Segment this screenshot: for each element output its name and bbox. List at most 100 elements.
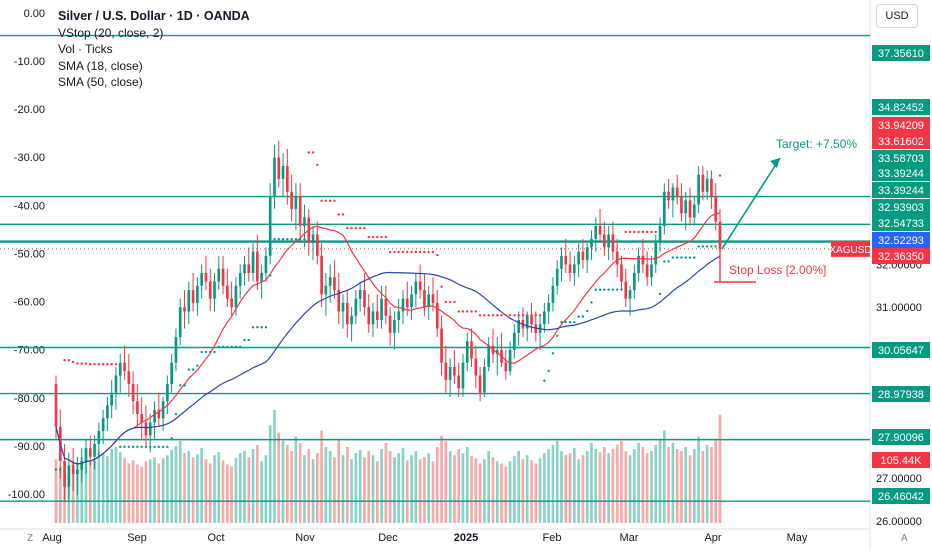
candle-body <box>196 285 199 303</box>
vstop-dot <box>577 315 580 318</box>
volume-bar <box>161 458 165 523</box>
candle-body <box>560 255 563 269</box>
vstop-dot <box>256 326 259 329</box>
candle-body <box>256 251 259 282</box>
volume-bar <box>418 459 422 523</box>
chart-title: Silver / U.S. Dollar · 1D · OANDA <box>58 9 250 23</box>
vstop-dot <box>350 226 353 230</box>
volume-bar <box>320 430 323 523</box>
legend-sma-50[interactable]: SMA (50, close) <box>58 75 143 89</box>
volume-bar <box>637 442 640 523</box>
candle-body <box>581 251 585 261</box>
vstop-dot <box>671 256 675 259</box>
volume-bar <box>525 455 529 523</box>
vstop-dot <box>243 338 246 342</box>
candle-body <box>410 294 413 308</box>
volume-bar <box>243 451 246 523</box>
volume-bar <box>101 453 105 523</box>
volume-bar <box>256 444 259 523</box>
sma-50-line <box>55 255 721 465</box>
price-label-bg <box>872 165 930 181</box>
candle-body <box>140 414 144 423</box>
time-axis-tick: Feb <box>543 532 562 544</box>
vstop-dot <box>140 445 143 449</box>
currency-button[interactable]: USD <box>876 4 918 28</box>
volume-bar <box>380 449 383 523</box>
vstop-dot <box>71 360 75 364</box>
vstop-dot <box>84 362 88 365</box>
vstop-dot <box>701 245 705 248</box>
vstop-dot <box>363 226 366 230</box>
vstop-dot <box>521 314 525 317</box>
volume-bar <box>260 461 263 523</box>
volume-bar <box>645 453 649 523</box>
vstop-dot <box>76 362 79 365</box>
volume-bar <box>333 457 336 523</box>
price-label-bg <box>872 99 930 115</box>
price-label: 37.35610 <box>878 48 924 60</box>
candle-body <box>358 290 362 299</box>
candle-body <box>273 157 276 197</box>
price-label-bg <box>872 248 930 264</box>
candle-body <box>243 264 246 273</box>
volume-bar <box>127 463 131 523</box>
legend-sma-18[interactable]: SMA (18, close) <box>58 58 143 73</box>
vstop-dot <box>191 368 195 371</box>
vstop-dot <box>607 288 610 291</box>
candle-body <box>431 294 435 303</box>
candle-body <box>427 294 431 308</box>
vstop-dot <box>478 314 482 317</box>
target-arrowhead <box>770 158 780 168</box>
candle-body <box>93 443 96 457</box>
candle-body <box>238 272 242 286</box>
candle-body <box>260 272 263 282</box>
price-label-bg <box>872 182 930 198</box>
vstop-dot <box>230 345 233 349</box>
vstop-dot <box>633 230 636 234</box>
vstop-dot <box>581 315 585 318</box>
candle-body <box>324 285 328 295</box>
left-axis-tick: -30.00 <box>14 152 45 164</box>
vstop-dot <box>688 256 692 259</box>
volume-bar <box>555 440 559 523</box>
candle-body <box>718 221 722 250</box>
candle-body <box>80 461 84 470</box>
vstop-dot <box>551 352 555 355</box>
candle-body <box>337 290 341 312</box>
candle-body <box>650 264 653 278</box>
vstop-dot <box>59 468 62 471</box>
candle-body <box>684 200 688 214</box>
candle-body <box>620 264 623 282</box>
vstop-dot <box>401 250 405 254</box>
candle-body <box>555 268 559 286</box>
volume-bar <box>495 461 499 523</box>
legend-volume[interactable]: Vol · Ticks <box>58 42 113 56</box>
candle-body <box>148 422 152 436</box>
candle-body <box>508 349 512 372</box>
target-arrow-line <box>721 157 781 250</box>
auto-scale-label: A <box>901 533 908 544</box>
price-label: 105.44K <box>881 455 923 467</box>
candle-body <box>166 384 169 402</box>
volume-bar <box>405 460 409 523</box>
vstop-dot <box>358 226 362 230</box>
candle-body <box>637 255 640 273</box>
candle-body <box>598 225 602 235</box>
vstop-dot <box>658 292 662 296</box>
vstop-dot <box>474 310 478 313</box>
vstop-dot <box>470 310 473 313</box>
candle-body <box>234 285 238 308</box>
price-label-bg <box>872 199 930 215</box>
volume-bar <box>628 455 632 523</box>
volume-bar <box>303 455 306 523</box>
vstop-dot <box>586 309 589 313</box>
volume-bar <box>714 438 718 523</box>
vstop-dot <box>504 314 508 317</box>
legend-vstop[interactable]: VStop (20, close, 2) <box>58 25 164 40</box>
right-axis-tick: 31.00000 <box>876 302 922 314</box>
volume-bar <box>491 457 495 523</box>
candle-body <box>333 277 336 291</box>
candle-body <box>632 272 636 291</box>
